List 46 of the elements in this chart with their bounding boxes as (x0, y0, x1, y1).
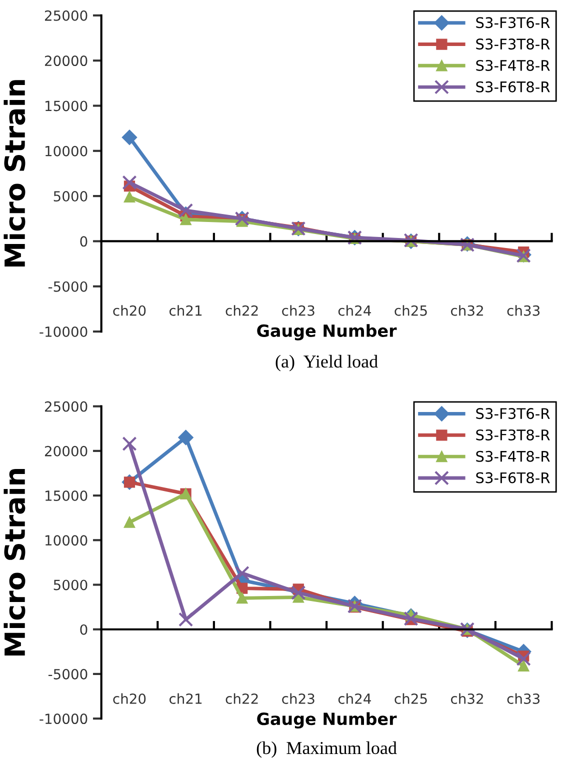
x-tick-label: ch32 (451, 305, 483, 316)
x-axis-title: Gauge Number (257, 712, 397, 729)
y-tick-label: -10000 (40, 714, 88, 724)
y-tick-label: 10000 (45, 146, 88, 156)
x-tick-label: ch25 (394, 305, 427, 316)
legend-label: S3-F3T6-R (476, 17, 550, 28)
y-tick-label: 15000 (45, 100, 88, 112)
y-tick-label: 20000 (44, 446, 88, 456)
x-tick-label: ch23 (282, 693, 314, 704)
x-tick-label: ch25 (394, 693, 427, 704)
x-tick-label: ch20 (113, 693, 146, 704)
y-axis-title: Micro Strain (4, 80, 26, 266)
legend-label: S3-F6T8-R (476, 81, 550, 92)
x-tick-label: ch21 (170, 693, 202, 704)
x-tick-label: ch32 (451, 693, 483, 704)
x-tick-label: ch24 (338, 305, 371, 316)
x-tick-label: ch33 (507, 305, 540, 316)
x-tick-label: ch20 (113, 305, 146, 316)
legend-label: S3-F4T8-R (476, 60, 550, 71)
legend-label: S3-F3T8-R (476, 38, 550, 50)
y-tick-label: 15000 (45, 490, 88, 502)
y-tick-label: 25000 (44, 10, 88, 21)
text: (b) Maximum load (256, 741, 397, 758)
y-tick-label: 0 (80, 624, 88, 635)
x-axis-title: Gauge Number (257, 324, 397, 340)
x-tick-label: ch21 (170, 305, 202, 316)
legend-label: S3-F4T8-R (476, 450, 550, 462)
legend-label: S3-F6T8-R (476, 472, 550, 484)
x-tick-label: ch23 (282, 305, 314, 316)
y-tick-label: -5000 (48, 668, 88, 680)
text: (a) Yield load (276, 354, 378, 372)
y-tick-label: 25000 (44, 401, 88, 412)
y-tick-label: 5000 (54, 580, 88, 590)
y-tick-label: -5000 (48, 281, 88, 292)
x-tick-label: ch22 (226, 305, 258, 316)
y-tick-label: 0 (80, 236, 88, 247)
x-tick-label: ch22 (226, 693, 258, 704)
y-tick-label: 10000 (45, 535, 88, 546)
legend-label: S3-F3T6-R (476, 408, 550, 420)
x-tick-label: ch33 (507, 693, 540, 704)
legend-label: S3-F3T8-R (476, 429, 550, 440)
y-tick-label: -10000 (40, 326, 88, 338)
y-tick-label: 20000 (44, 56, 88, 66)
x-tick-label: ch24 (338, 693, 371, 704)
y-axis-title: Micro Strain (4, 469, 26, 656)
y-tick-label: 5000 (54, 191, 88, 202)
